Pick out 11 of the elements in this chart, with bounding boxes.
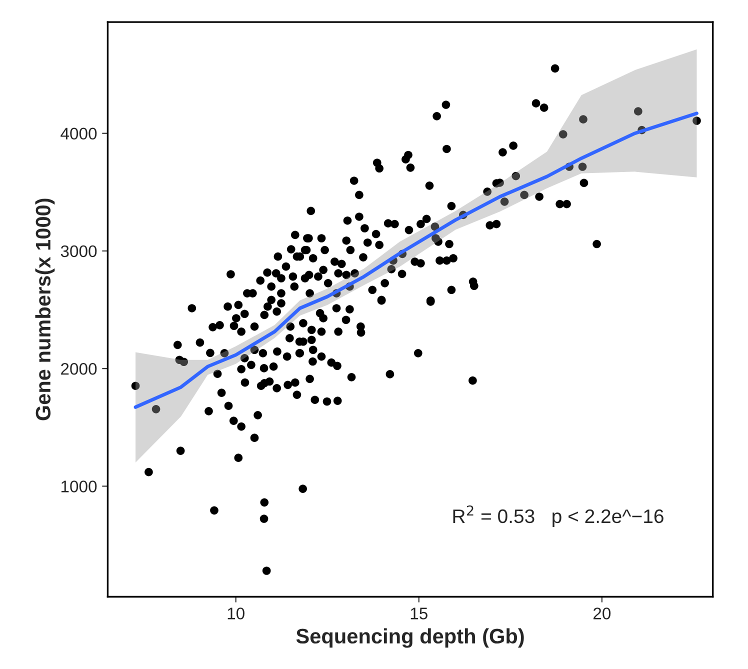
- y-tick-label: 4000: [60, 128, 97, 140]
- x-axis-title: Sequencing depth (Gb): [296, 628, 524, 648]
- annotation: R$^{2}$ = 0.53 p < 2.2e^−16: [453, 505, 664, 527]
- x-tick-label: 20: [593, 608, 611, 620]
- y-tick-label: 3000: [60, 245, 97, 258]
- line-series: [134, 112, 698, 409]
- x-tick-label: 10: [228, 608, 244, 620]
- x-tick-label: 15: [410, 608, 428, 620]
- y-tick-label: 1000: [61, 480, 97, 492]
- y-axis-title: Gene numbers(x 1000): [35, 198, 55, 420]
- y-tick-label: 2000: [61, 362, 97, 375]
